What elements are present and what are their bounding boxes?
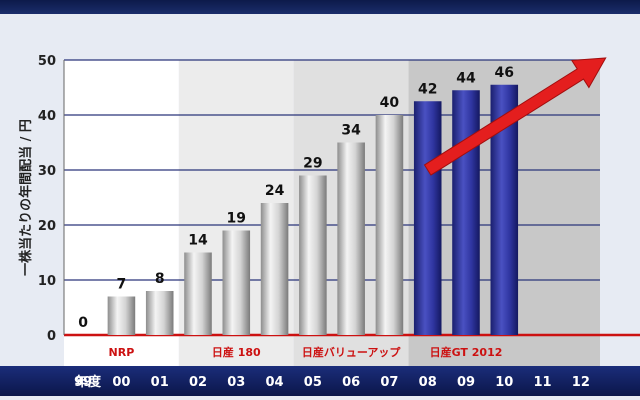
bar [107,296,136,335]
x-tick-label: 08 [419,375,437,390]
x-tick-label: 99 [74,375,92,390]
bar-value-label: 7 [117,277,127,293]
x-tick-label: 09 [457,375,475,390]
bar [413,101,442,335]
x-tick-label: 07 [380,375,398,390]
bar-value-label: 40 [380,95,400,111]
bar [452,90,480,335]
bar-value-label: 24 [265,183,285,199]
x-tick-label: 05 [304,375,322,390]
bar [222,230,251,335]
y-tick-label: 0 [47,329,56,344]
x-axis-title: 年度 [75,374,102,390]
y-tick-label: 50 [38,54,56,69]
top-banner [0,0,640,14]
bar-value-label: 34 [341,123,361,139]
x-tick-label: 06 [342,375,360,390]
y-tick-label: 40 [38,109,56,124]
y-tick-label: 30 [38,164,56,179]
bar-value-label: 46 [495,65,514,81]
period-label: 日産GT 2012 [430,345,503,359]
bar [375,115,404,335]
bar-value-label: 29 [303,156,322,172]
x-tick-label: 03 [227,375,245,390]
bar-value-label: 19 [227,211,246,227]
bar-value-label: 8 [155,271,165,287]
x-axis-band [0,366,640,396]
y-axis-title: 一株当たりの年間配当 / 円 [18,119,34,276]
period-label: 日産バリューアップ [302,345,402,359]
y-tick-label: 20 [38,219,56,234]
bar-value-label: 14 [188,233,208,249]
bar [337,142,365,335]
x-tick-label: 02 [189,375,207,390]
bar [184,252,212,335]
bar [145,291,174,335]
x-tick-label: 11 [534,375,552,390]
x-tick-label: 01 [151,375,169,390]
x-tick-label: 12 [572,375,590,390]
bar [299,175,327,335]
bar-value-label: 0 [78,315,88,331]
y-tick-label: 10 [38,274,56,289]
trend-arrow [423,57,607,176]
period-label: NRP [109,346,135,359]
bar-value-label: 42 [418,81,437,97]
x-tick-label: 00 [112,375,130,390]
bar [260,203,289,335]
bar-value-label: 44 [456,70,476,86]
x-tick-label: 10 [495,375,513,390]
x-tick-label: 04 [266,375,284,390]
period-label: 日産 180 [212,345,261,359]
